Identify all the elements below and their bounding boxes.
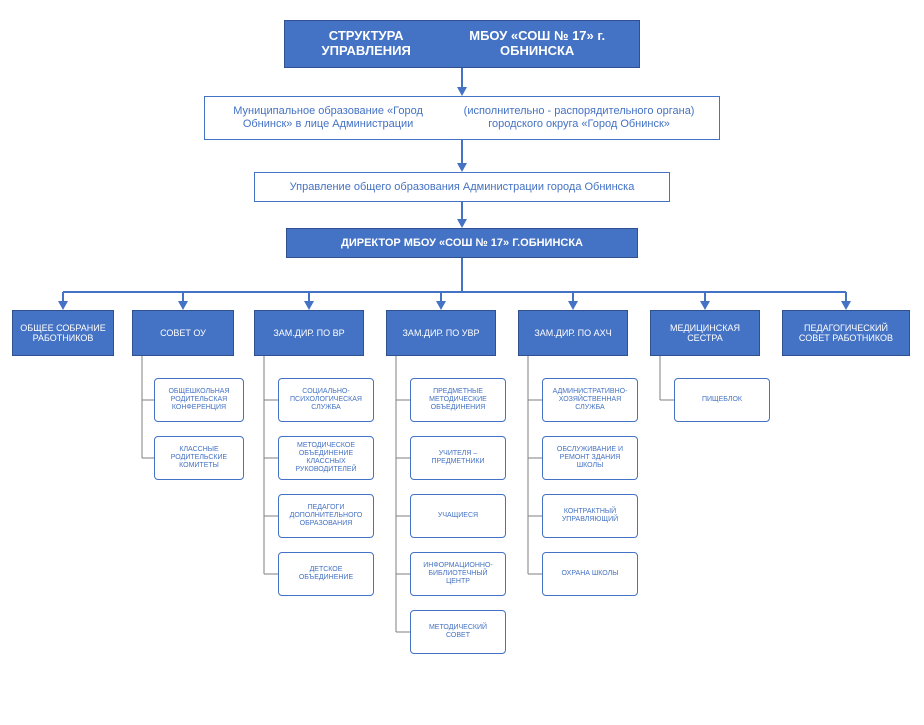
level2-text: Управление общего образования Администра…: [290, 181, 635, 194]
level2-box: Управление общего образования Администра…: [254, 172, 670, 202]
branch-head-label: ОБЩЕЕ СОБРАНИЕ РАБОТНИКОВ: [19, 323, 107, 344]
level1-line: (исполнительно - распорядительного орган…: [445, 105, 713, 130]
branch-3-child-1: УЧИТЕЛЯ – ПРЕДМЕТНИКИ: [410, 436, 506, 480]
branch-head-4: ЗАМ.ДИР. ПО АХЧ: [518, 310, 628, 356]
title-line: МБОУ «СОШ № 17» г. ОБНИНСКА: [441, 29, 633, 59]
branch-head-label: ПЕДАГОГИЧЕСКИЙ СОВЕТ РАБОТНИКОВ: [789, 323, 903, 344]
branch-head-1: СОВЕТ ОУ: [132, 310, 234, 356]
branch-3-child-2: УЧАЩИЕСЯ: [410, 494, 506, 538]
branch-2-child-0: СОЦИАЛЬНО-ПСИХОЛОГИЧЕСКАЯ СЛУЖБА: [278, 378, 374, 422]
branch-4-child-0: АДМИНИСТРАТИВНО-ХОЗЯЙСТВЕННАЯ СЛУЖБА: [542, 378, 638, 422]
branch-4-child-1: ОБСЛУЖИВАНИЕ И РЕМОНТ ЗДАНИЯ ШКОЛЫ: [542, 436, 638, 480]
child-label: СОЦИАЛЬНО-ПСИХОЛОГИЧЕСКАЯ СЛУЖБА: [285, 388, 367, 412]
branch-3-child-4: МЕТОДИЧЕСКИЙ СОВЕТ: [410, 610, 506, 654]
branch-head-6: ПЕДАГОГИЧЕСКИЙ СОВЕТ РАБОТНИКОВ: [782, 310, 910, 356]
child-label: КЛАССНЫЕ РОДИТЕЛЬСКИЕ КОМИТЕТЫ: [161, 446, 237, 470]
title-line: СТРУКТУРА УПРАВЛЕНИЯ: [291, 29, 441, 59]
child-label: ПИЩЕБЛОК: [702, 396, 742, 404]
branch-3-child-0: ПРЕДМЕТНЫЕ МЕТОДИЧЕСКИЕ ОБЪЕДИНЕНИЯ: [410, 378, 506, 422]
branch-2-child-1: МЕТОДИЧЕСКОЕ ОБЪЕДИНЕНИЕ КЛАССНЫХ РУКОВО…: [278, 436, 374, 480]
branch-head-label: ЗАМ.ДИР. ПО ВР: [273, 328, 344, 338]
branch-1-child-1: КЛАССНЫЕ РОДИТЕЛЬСКИЕ КОМИТЕТЫ: [154, 436, 244, 480]
branch-head-5: МЕДИЦИНСКАЯ СЕСТРА: [650, 310, 760, 356]
branch-head-0: ОБЩЕЕ СОБРАНИЕ РАБОТНИКОВ: [12, 310, 114, 356]
child-label: УЧИТЕЛЯ – ПРЕДМЕТНИКИ: [417, 450, 499, 466]
director-text: ДИРЕКТОР МБОУ «СОШ № 17» Г.ОБНИНСКА: [341, 237, 583, 250]
child-label: ПРЕДМЕТНЫЕ МЕТОДИЧЕСКИЕ ОБЪЕДИНЕНИЯ: [417, 388, 499, 412]
child-label: ИНФОРМАЦИОННО-БИБЛИОТЕЧНЫЙ ЦЕНТР: [417, 562, 499, 586]
director-box: ДИРЕКТОР МБОУ «СОШ № 17» Г.ОБНИНСКА: [286, 228, 638, 258]
branch-head-3: ЗАМ.ДИР. ПО УВР: [386, 310, 496, 356]
branch-head-label: МЕДИЦИНСКАЯ СЕСТРА: [657, 323, 753, 344]
child-label: ДЕТСКОЕ ОБЪЕДИНЕНИЕ: [285, 566, 367, 582]
branch-head-label: СОВЕТ ОУ: [160, 328, 206, 338]
branch-4-child-3: ОХРАНА ШКОЛЫ: [542, 552, 638, 596]
diagram-canvas: СТРУКТУРА УПРАВЛЕНИЯМБОУ «СОШ № 17» г. О…: [0, 0, 924, 725]
title-box: СТРУКТУРА УПРАВЛЕНИЯМБОУ «СОШ № 17» г. О…: [284, 20, 640, 68]
child-label: МЕТОДИЧЕСКОЕ ОБЪЕДИНЕНИЕ КЛАССНЫХ РУКОВО…: [285, 442, 367, 474]
branch-head-2: ЗАМ.ДИР. ПО ВР: [254, 310, 364, 356]
child-label: ОБЩЕШКОЛЬНАЯ РОДИТЕЛЬСКАЯ КОНФЕРЕНЦИЯ: [161, 388, 237, 412]
child-label: МЕТОДИЧЕСКИЙ СОВЕТ: [417, 624, 499, 640]
child-label: ПЕДАГОГИ ДОПОЛНИТЕЛЬНОГО ОБРАЗОВАНИЯ: [285, 504, 367, 528]
child-label: АДМИНИСТРАТИВНО-ХОЗЯЙСТВЕННАЯ СЛУЖБА: [549, 388, 631, 412]
level1-line: Муниципальное образование «Город Обнинск…: [211, 105, 445, 130]
child-label: ОХРАНА ШКОЛЫ: [562, 570, 619, 578]
branch-2-child-2: ПЕДАГОГИ ДОПОЛНИТЕЛЬНОГО ОБРАЗОВАНИЯ: [278, 494, 374, 538]
level1-box: Муниципальное образование «Город Обнинск…: [204, 96, 720, 140]
child-label: УЧАЩИЕСЯ: [438, 512, 478, 520]
branch-head-label: ЗАМ.ДИР. ПО УВР: [403, 328, 480, 338]
branch-2-child-3: ДЕТСКОЕ ОБЪЕДИНЕНИЕ: [278, 552, 374, 596]
branch-5-child-0: ПИЩЕБЛОК: [674, 378, 770, 422]
child-label: ОБСЛУЖИВАНИЕ И РЕМОНТ ЗДАНИЯ ШКОЛЫ: [549, 446, 631, 470]
branch-3-child-3: ИНФОРМАЦИОННО-БИБЛИОТЕЧНЫЙ ЦЕНТР: [410, 552, 506, 596]
branch-head-label: ЗАМ.ДИР. ПО АХЧ: [534, 328, 611, 338]
child-label: КОНТРАКТНЫЙ УПРАВЛЯЮЩИЙ: [549, 508, 631, 524]
branch-1-child-0: ОБЩЕШКОЛЬНАЯ РОДИТЕЛЬСКАЯ КОНФЕРЕНЦИЯ: [154, 378, 244, 422]
branch-4-child-2: КОНТРАКТНЫЙ УПРАВЛЯЮЩИЙ: [542, 494, 638, 538]
